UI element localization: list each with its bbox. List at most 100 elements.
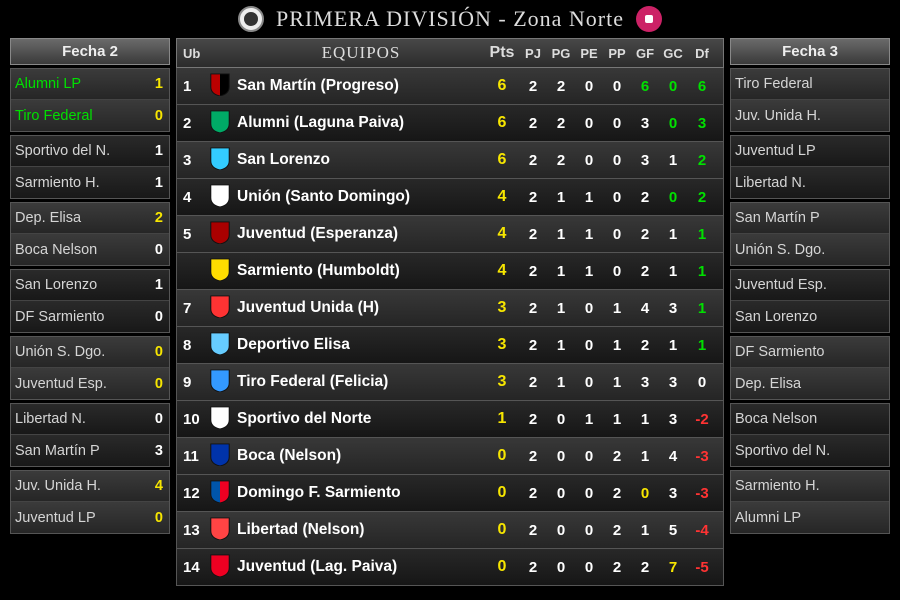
cell-pj: 2 — [519, 226, 547, 243]
cell-gc: 1 — [659, 226, 687, 243]
cell-pp: 2 — [603, 522, 631, 539]
team-name: San Lorenzo — [735, 309, 883, 325]
content-row: Fecha 2 Alumni LP 1 Tiro Federal 0 Sport… — [10, 38, 890, 596]
cell-pe: 0 — [575, 300, 603, 317]
cell-pos: 2 — [181, 115, 209, 132]
match-row-away: San Lorenzo — [731, 301, 889, 332]
team-name: Dep. Elisa — [735, 376, 883, 392]
cell-gc: 3 — [659, 485, 687, 502]
hdr-df: Df — [687, 46, 717, 61]
cell-pg: 2 — [547, 115, 575, 132]
cell-df: -3 — [687, 448, 717, 465]
match-row-home: Sarmiento H. — [731, 471, 889, 502]
cell-gf: 2 — [631, 263, 659, 280]
team-name: Libertad N. — [735, 175, 883, 191]
match-row-away: Dep. Elisa — [731, 368, 889, 399]
standings-header-row: Ub EQUIPOS Pts PJ PG PE PP GF GC Df — [176, 38, 724, 68]
cell-pj: 2 — [519, 559, 547, 576]
standings-row: 13 Libertad (Nelson) 0 2 0 0 2 1 5 -4 — [176, 512, 724, 549]
cell-pos: 12 — [181, 485, 209, 502]
match-row-home: Juv. Unida H. 4 — [11, 471, 169, 502]
cell-pos: 1 — [181, 78, 209, 95]
match-row-home: San Lorenzo 1 — [11, 270, 169, 301]
team-name: San Lorenzo — [15, 277, 149, 293]
standings-row: Sarmiento (Humboldt) 4 2 1 1 0 2 1 1 — [176, 253, 724, 290]
cell-pos: 5 — [181, 226, 209, 243]
cell-gc: 1 — [659, 152, 687, 169]
team-score: 3 — [149, 443, 163, 459]
cell-pe: 0 — [575, 152, 603, 169]
team-crest-icon — [209, 183, 237, 211]
team-crest-icon — [209, 294, 237, 322]
cell-df: -3 — [687, 485, 717, 502]
cell-pe: 1 — [575, 411, 603, 428]
hdr-pos: Ub — [181, 46, 209, 61]
team-crest-icon — [209, 442, 237, 470]
team-name: Dep. Elisa — [15, 210, 149, 226]
match-group: Boca Nelson Sportivo del N. — [730, 403, 890, 467]
match-row-home: Dep. Elisa 2 — [11, 203, 169, 234]
cell-pts: 6 — [485, 114, 519, 132]
match-row-home: Alumni LP 1 — [11, 69, 169, 100]
cell-team: Juventud Unida (H) — [237, 299, 485, 317]
standings-panel: Ub EQUIPOS Pts PJ PG PE PP GF GC Df 1 Sa… — [176, 38, 724, 596]
cell-gf: 2 — [631, 337, 659, 354]
cell-pj: 2 — [519, 263, 547, 280]
team-score: 0 — [149, 108, 163, 124]
cell-pp: 0 — [603, 189, 631, 206]
standings-row: 7 Juventud Unida (H) 3 2 1 0 1 4 3 1 — [176, 290, 724, 327]
cell-team: Deportivo Elisa — [237, 336, 485, 354]
cell-gf: 3 — [631, 115, 659, 132]
team-name: Juventud LP — [15, 510, 149, 526]
cell-df: 2 — [687, 189, 717, 206]
cell-gf: 2 — [631, 559, 659, 576]
match-group: Tiro Federal Juv. Unida H. — [730, 68, 890, 132]
team-name: DF Sarmiento — [15, 309, 149, 325]
team-name: Unión S. Dgo. — [735, 242, 883, 258]
cell-gc: 7 — [659, 559, 687, 576]
match-row-home: DF Sarmiento — [731, 337, 889, 368]
match-group: Juventud LP Libertad N. — [730, 135, 890, 199]
team-name: Boca Nelson — [15, 242, 149, 258]
cell-pos: 8 — [181, 337, 209, 354]
cell-df: -2 — [687, 411, 717, 428]
team-score: 0 — [149, 309, 163, 325]
cell-pg: 1 — [547, 189, 575, 206]
match-row-home: Boca Nelson — [731, 404, 889, 435]
cell-pp: 0 — [603, 152, 631, 169]
cell-team: Sportivo del Norte — [237, 410, 485, 428]
match-group: Alumni LP 1 Tiro Federal 0 — [10, 68, 170, 132]
cell-df: 1 — [687, 337, 717, 354]
team-crest-icon — [209, 479, 237, 507]
cell-pj: 2 — [519, 115, 547, 132]
fixture-left-header: Fecha 2 — [10, 38, 170, 65]
team-name: Sportivo del N. — [15, 143, 149, 159]
cell-pg: 1 — [547, 263, 575, 280]
cell-pts: 3 — [485, 373, 519, 391]
team-name: Boca Nelson — [735, 411, 883, 427]
cell-gc: 3 — [659, 300, 687, 317]
team-name: Libertad N. — [15, 411, 149, 427]
cell-df: 6 — [687, 78, 717, 95]
hdr-pg: PG — [547, 46, 575, 61]
cell-pe: 0 — [575, 115, 603, 132]
cell-team: Libertad (Nelson) — [237, 521, 485, 539]
team-name: Sportivo del N. — [735, 443, 883, 459]
cell-gc: 3 — [659, 411, 687, 428]
cell-pg: 0 — [547, 559, 575, 576]
cell-pts: 0 — [485, 484, 519, 502]
cell-pts: 3 — [485, 299, 519, 317]
cell-team: Unión (Santo Domingo) — [237, 188, 485, 206]
cell-gc: 1 — [659, 337, 687, 354]
cell-team: San Martín (Progreso) — [237, 77, 485, 95]
team-crest-icon — [209, 553, 237, 581]
cell-pe: 0 — [575, 337, 603, 354]
team-name: San Martín P — [735, 210, 883, 226]
cell-pp: 1 — [603, 337, 631, 354]
cell-pts: 4 — [485, 262, 519, 280]
team-crest-icon — [209, 331, 237, 359]
standings-row: 2 Alumni (Laguna Paiva) 6 2 2 0 0 3 0 3 — [176, 105, 724, 142]
league-logo-left — [238, 6, 264, 32]
cell-pp: 2 — [603, 485, 631, 502]
team-score: 1 — [149, 277, 163, 293]
